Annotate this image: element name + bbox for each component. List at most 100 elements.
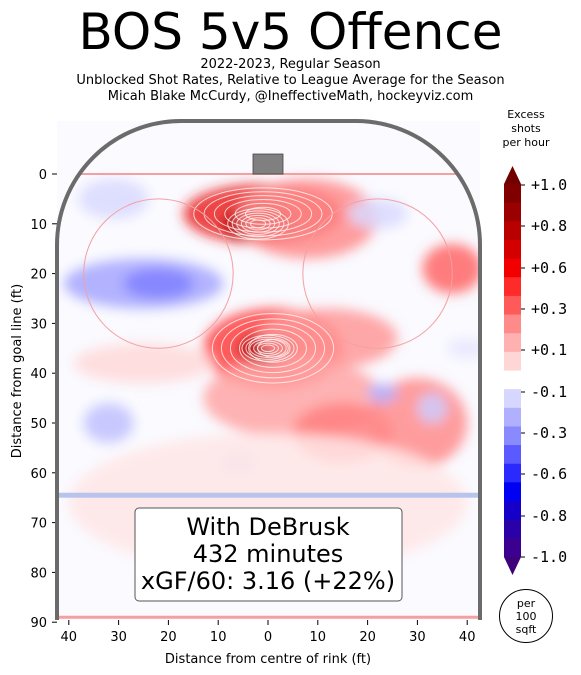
legend-title-line-3: per hour (502, 136, 550, 149)
colorbar-segment-15 (504, 463, 521, 483)
colorbar-segment-16 (504, 482, 521, 502)
colorbar-segment-18 (504, 519, 521, 539)
heat-contour-4-5 (257, 342, 279, 355)
heat-contour-1-1 (227, 208, 289, 240)
y-axis-label: Distance from goal line (ft) (10, 284, 25, 458)
faceoff-circle-left (83, 198, 234, 349)
y-tick-label-1: 10 (30, 218, 47, 233)
colorbar-bottom-arrow (504, 557, 521, 575)
blue-line (57, 492, 480, 498)
y-tick-label-3: 30 (30, 317, 47, 332)
x-tick-label-6: 20 (359, 630, 376, 645)
colorbar-segment-12 (504, 407, 521, 427)
info-box-player: With DeBrusk (186, 513, 349, 541)
heat-contour-3-5 (248, 333, 298, 363)
heat-contour-4-4 (253, 340, 283, 356)
colorbar-tick-label-8: -0.8 (531, 507, 567, 525)
x-tick-label-1: 30 (110, 630, 127, 645)
y-tick-label-4: 40 (30, 367, 47, 382)
heat-contour-1-3 (236, 212, 280, 235)
heat-region-17 (417, 393, 448, 423)
colorbar-tick-label-7: -0.6 (531, 465, 567, 483)
y-tick-label-5: 50 (30, 417, 47, 432)
heat-contour-3-2 (220, 318, 326, 379)
colorbar-segment-7 (504, 314, 521, 334)
heat-contour-4-3 (249, 338, 287, 358)
heat-contour-3-1 (211, 313, 335, 384)
colorbar-segment-2 (504, 221, 521, 241)
colorbar-segment-3 (504, 239, 521, 260)
info-box-minutes: 432 minutes (193, 540, 344, 568)
heat-region-16 (367, 383, 398, 404)
heat-region-13 (78, 178, 149, 219)
colorbar-segment-17 (504, 501, 521, 521)
colorbar-segment-11 (504, 389, 521, 409)
heat-contour-1-6 (249, 219, 267, 229)
y-tick-label-7: 70 (30, 517, 47, 532)
x-tick-label-2: 20 (160, 630, 177, 645)
y-tick-label-8: 80 (30, 566, 47, 581)
legend-title-line-2: shots (511, 122, 541, 135)
heat-contour-4-2 (245, 336, 291, 360)
heat-region-10 (73, 343, 214, 384)
y-tick-label-2: 20 (30, 268, 47, 283)
heat-region-15 (83, 403, 134, 443)
per-sqft-label: sqft (515, 622, 537, 636)
colorbar-segment-14 (504, 445, 521, 465)
goal-net (252, 153, 284, 175)
heat-contour-1-2 (231, 210, 285, 238)
subtitle-author: Micah Blake McCurdy, @IneffectiveMath, h… (107, 89, 474, 104)
heat-region-12 (123, 268, 194, 299)
colorbar-segment-6 (504, 295, 521, 316)
subtitle-season: 2022-2023, Regular Season (200, 57, 381, 72)
heat-contour-4-1 (241, 334, 295, 362)
y-tick-label-9: 90 (30, 616, 47, 631)
heat-region-14 (347, 198, 408, 229)
heat-contour-4-6 (260, 344, 276, 353)
info-box-frame (134, 507, 403, 602)
colorbar-tick-label-4: +0.1 (531, 341, 567, 359)
y-axis-ticks: 0 10 20 30 40 50 60 70 80 90 (30, 168, 57, 631)
heat-region-19 (447, 338, 480, 359)
colorbar-tick-label-1: +0.8 (531, 217, 567, 235)
x-tick-label-7: 30 (409, 630, 426, 645)
colorbar-segment-19 (504, 538, 521, 558)
colorbar-segment-8 (504, 333, 521, 353)
heat-contour-1-5 (245, 217, 271, 231)
colorbar-tick-label-0: +1.0 (531, 176, 567, 194)
colorbar-segment-0 (504, 184, 521, 204)
colorbar-tick-label-6: -0.3 (531, 424, 567, 442)
heat-contour-1-4 (240, 214, 276, 233)
colorbar-ticks: +1.0 +0.8 +0.6 +0.3 +0.1 -0.1 -0.3 -0.6 -0.8 -1.0 (521, 176, 567, 566)
colorbar-tick-label-2: +0.6 (531, 259, 567, 277)
x-tick-label-0: 40 (61, 630, 78, 645)
x-tick-label-3: 10 (210, 630, 227, 645)
x-tick-label-5: 10 (310, 630, 327, 645)
colorbar-segment-10 (504, 370, 521, 390)
legend-title-line-1: Excess (507, 108, 545, 121)
colorbar-top-arrow (504, 166, 521, 184)
heat-contour-3-3 (229, 323, 317, 374)
x-axis-ticks: 40 30 20 10 0 10 20 30 40 (61, 620, 475, 645)
x-axis-label: Distance from centre of rink (ft) (165, 652, 371, 667)
per-100-label: 100 (515, 609, 537, 623)
info-box-xgf: xGF/60: 3.16 (+22%) (141, 567, 395, 595)
colorbar-segment-4 (504, 258, 521, 278)
colorbar-segment-9 (504, 351, 521, 371)
chart-title: BOS 5v5 Offence (78, 3, 503, 61)
info-box: With DeBrusk 432 minutes xGF/60: 3.16 (+… (134, 507, 403, 602)
heat-region-2 (238, 178, 378, 259)
colorbar-segment-5 (504, 277, 521, 297)
y-tick-label-6: 60 (30, 467, 47, 482)
heat-region-5 (258, 308, 398, 369)
colorbar-tick-label-3: +0.3 (531, 300, 567, 318)
heat-contour-3-4 (239, 328, 307, 368)
x-tick-label-4: 0 (264, 630, 272, 645)
colorbar-segment-1 (504, 202, 521, 222)
rink-boards (55, 119, 482, 620)
y-tick-label-0: 0 (39, 168, 47, 183)
subtitle-metric: Unblocked Shot Rates, Relative to League… (76, 73, 505, 88)
colorbar-tick-label-5: -0.1 (531, 383, 567, 401)
rink-markings (57, 153, 480, 619)
